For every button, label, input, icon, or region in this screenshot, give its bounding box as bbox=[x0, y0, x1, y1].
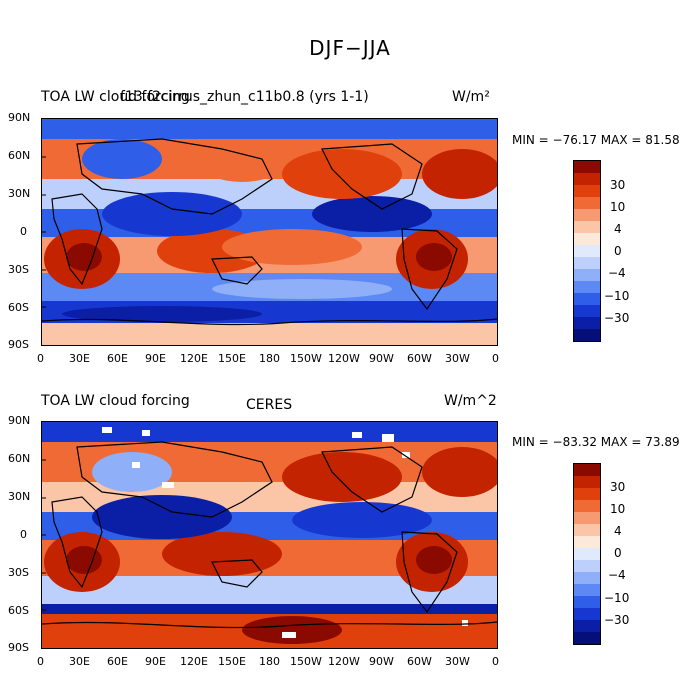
panel2-colorbar-label: −10 bbox=[604, 591, 630, 605]
panel2-lon-tick: 60W bbox=[407, 655, 432, 668]
panel2-map bbox=[41, 421, 498, 649]
panel1-lon-tick: 120W bbox=[328, 352, 360, 365]
colorbar-swatch bbox=[574, 173, 600, 186]
figure-title: DJF−JJA bbox=[309, 36, 391, 60]
panel1-colorbar-label: −4 bbox=[608, 266, 626, 280]
panel2-lon-tick: 90W bbox=[369, 655, 394, 668]
panel1-map bbox=[41, 118, 498, 346]
colorbar-swatch bbox=[574, 488, 600, 501]
colorbar-swatch bbox=[574, 317, 600, 330]
colorbar-swatch bbox=[574, 281, 600, 294]
colorbar-swatch bbox=[574, 221, 600, 234]
colorbar-swatch bbox=[574, 257, 600, 270]
colorbar-swatch bbox=[574, 572, 600, 585]
panel2-lat-tick: 60S bbox=[8, 604, 29, 617]
panel1-lon-tick: 90E bbox=[145, 352, 166, 365]
colorbar-swatch bbox=[574, 620, 600, 633]
panel1-colorbar-label: −30 bbox=[604, 311, 630, 325]
panel2-colorbar-label: 0 bbox=[614, 546, 622, 560]
panel2-min-max: MIN = −83.32 MAX = 73.89 bbox=[512, 435, 680, 449]
panel1-lat-tick: 60N bbox=[8, 149, 31, 162]
panel2-lon-tick: 90E bbox=[145, 655, 166, 668]
panel2-lon-tick: 150E bbox=[218, 655, 246, 668]
panel2-case-label: CERES bbox=[246, 397, 293, 413]
panel1-lat-tick: 90S bbox=[8, 338, 29, 351]
colorbar-swatch bbox=[574, 500, 600, 513]
colorbar-swatch bbox=[574, 305, 600, 318]
colorbar-swatch bbox=[574, 197, 600, 210]
panel1-colorbar-label: 30 bbox=[610, 178, 626, 192]
panel1-lon-tick: 60E bbox=[107, 352, 128, 365]
panel1-min-max: MIN = −76.17 MAX = 81.58 bbox=[512, 133, 680, 147]
panel1-lat-tick: 30N bbox=[8, 187, 31, 200]
colorbar-swatch bbox=[574, 233, 600, 246]
panel1-lon-tick: 30E bbox=[69, 352, 90, 365]
panel1-colorbar-label: 4 bbox=[614, 222, 622, 236]
panel2-lat-tick: 30S bbox=[8, 566, 29, 579]
panel1-colorbar-label: 10 bbox=[610, 200, 626, 214]
panel2-lat-tick: 0 bbox=[20, 528, 27, 541]
panel2-variable-label: TOA LW cloud forcing bbox=[41, 393, 190, 409]
panel1-lat-tick: 90N bbox=[8, 111, 31, 124]
colorbar-swatch bbox=[574, 161, 600, 174]
panel2-colorbar-label: 30 bbox=[610, 480, 626, 494]
panel1-units-label: W/m² bbox=[452, 89, 490, 105]
panel2-lat-tick: 30N bbox=[8, 490, 31, 503]
panel1-lon-tick: 180 bbox=[259, 352, 280, 365]
panel2-lon-tick: 0 bbox=[37, 655, 44, 668]
colorbar-swatch bbox=[574, 536, 600, 549]
panel1-lat-tick: 60S bbox=[8, 301, 29, 314]
panel2-lon-tick: 30W bbox=[445, 655, 470, 668]
panel1-lon-tick: 90W bbox=[369, 352, 394, 365]
panel1-lon-tick: 150W bbox=[290, 352, 322, 365]
panel1-lon-tick: 0 bbox=[492, 352, 499, 365]
panel1-lon-tick: 30W bbox=[445, 352, 470, 365]
colorbar-swatch bbox=[574, 476, 600, 489]
panel1-lon-tick: 0 bbox=[37, 352, 44, 365]
colorbar-swatch bbox=[574, 608, 600, 621]
panel2-units-label: W/m^2 bbox=[444, 393, 497, 409]
panel2-colorbar bbox=[573, 463, 601, 645]
panel1-lat-tick: 0 bbox=[20, 225, 27, 238]
panel2-lon-tick: 120E bbox=[180, 655, 208, 668]
panel2-lon-tick: 0 bbox=[492, 655, 499, 668]
panel1-variable-label: TOA LW cloud forcing bbox=[41, 89, 190, 105]
colorbar-swatch bbox=[574, 596, 600, 609]
panel2-lon-tick: 60E bbox=[107, 655, 128, 668]
panel2-lon-tick: 120W bbox=[328, 655, 360, 668]
colorbar-swatch bbox=[574, 269, 600, 282]
panel2-lat-tick: 60N bbox=[8, 452, 31, 465]
panel1-colorbar-label: 0 bbox=[614, 244, 622, 258]
panel2-colorbar-label: 10 bbox=[610, 502, 626, 516]
panel2-lon-tick: 150W bbox=[290, 655, 322, 668]
panel2-lon-tick: 180 bbox=[259, 655, 280, 668]
colorbar-swatch bbox=[574, 245, 600, 258]
panel1-lon-tick: 60W bbox=[407, 352, 432, 365]
colorbar-swatch bbox=[574, 560, 600, 573]
panel1-colorbar-label: −10 bbox=[604, 289, 630, 303]
colorbar-swatch bbox=[574, 548, 600, 561]
panel1-lat-tick: 30S bbox=[8, 263, 29, 276]
colorbar-swatch bbox=[574, 524, 600, 537]
panel2-lat-tick: 90N bbox=[8, 414, 31, 427]
panel2-lat-tick: 90S bbox=[8, 641, 29, 654]
colorbar-swatch bbox=[574, 464, 600, 477]
colorbar-swatch bbox=[574, 329, 600, 341]
panel2-colorbar-label: −30 bbox=[604, 613, 630, 627]
panel1-lon-tick: 120E bbox=[180, 352, 208, 365]
panel1-lon-tick: 150E bbox=[218, 352, 246, 365]
colorbar-swatch bbox=[574, 512, 600, 525]
colorbar-swatch bbox=[574, 632, 600, 644]
colorbar-swatch bbox=[574, 209, 600, 222]
colorbar-swatch bbox=[574, 293, 600, 306]
panel2-colorbar-label: −4 bbox=[608, 568, 626, 582]
colorbar-swatch bbox=[574, 185, 600, 198]
panel1-colorbar bbox=[573, 160, 601, 342]
panel2-lon-tick: 30E bbox=[69, 655, 90, 668]
panel2-colorbar-label: 4 bbox=[614, 524, 622, 538]
colorbar-swatch bbox=[574, 584, 600, 597]
panel1-case-label: f13.f2cirrus_zhun_c11b0.8 (yrs 1-1) bbox=[120, 89, 369, 105]
